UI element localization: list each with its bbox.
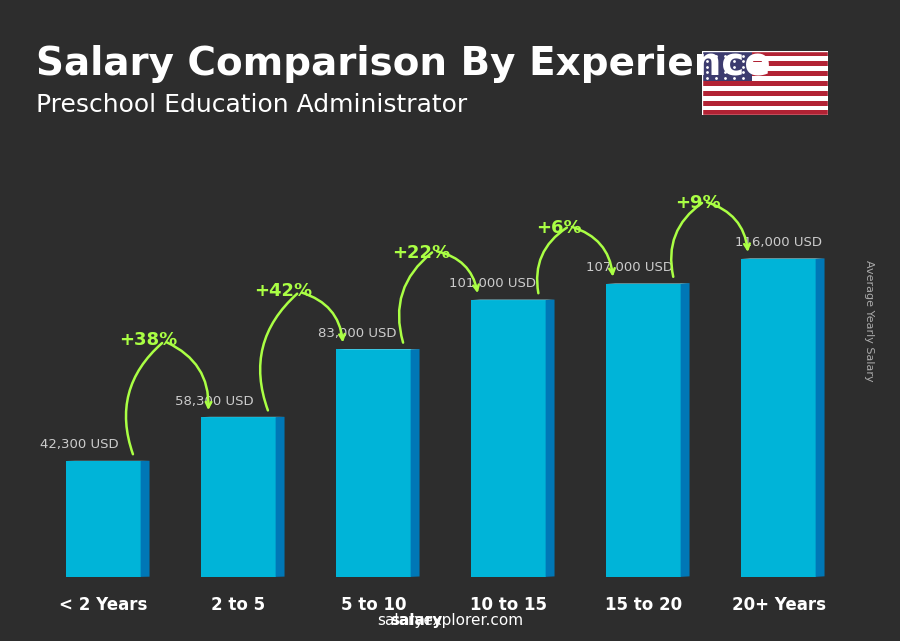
Text: +9%: +9% [675,194,720,212]
Text: 83,000 USD: 83,000 USD [318,327,397,340]
Bar [702,110,828,115]
Bar [702,66,828,71]
Text: +22%: +22% [392,244,450,262]
Text: Preschool Education Administrator: Preschool Education Administrator [36,93,467,117]
Polygon shape [815,258,824,577]
Text: +6%: +6% [536,219,581,237]
Bar [702,51,828,56]
Text: 107,000 USD: 107,000 USD [587,261,673,274]
Text: salaryexplorer.com: salaryexplorer.com [377,613,523,628]
Polygon shape [202,417,275,577]
Text: 58,300 USD: 58,300 USD [175,394,254,408]
Text: 116,000 USD: 116,000 USD [735,237,822,249]
Text: 42,300 USD: 42,300 USD [40,438,119,451]
Bar [702,86,828,91]
Polygon shape [680,283,689,577]
Bar [702,106,828,110]
Text: salary: salary [391,613,443,628]
Bar [702,81,828,86]
Bar [702,101,828,106]
Polygon shape [337,349,410,577]
Text: 101,000 USD: 101,000 USD [449,278,536,290]
Polygon shape [742,259,815,577]
Polygon shape [275,417,284,577]
Bar [702,76,828,81]
Bar [702,96,828,101]
Polygon shape [140,461,149,577]
Text: +42%: +42% [254,282,312,300]
Text: Salary Comparison By Experience: Salary Comparison By Experience [36,45,770,83]
Bar [702,56,828,61]
Bar [702,71,828,76]
Polygon shape [545,299,554,577]
Text: Average Yearly Salary: Average Yearly Salary [863,260,874,381]
Bar [702,91,828,96]
Polygon shape [67,461,140,577]
Polygon shape [410,349,419,577]
Polygon shape [607,283,680,577]
Polygon shape [472,300,545,577]
Text: +38%: +38% [119,331,177,349]
Bar [702,51,752,81]
Bar [702,61,828,66]
